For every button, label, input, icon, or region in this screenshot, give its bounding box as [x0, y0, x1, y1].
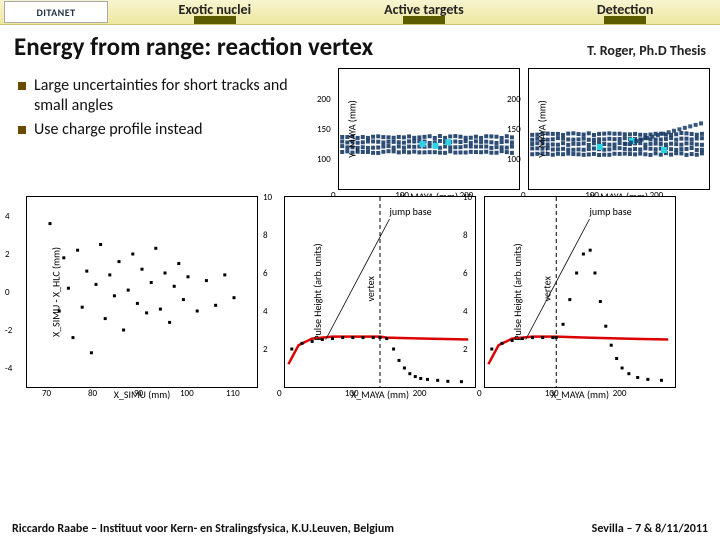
hex2-ylabel: Y_MAYA (mm) — [535, 100, 548, 158]
pulse1-xlabel: X_MAYA (mm) — [351, 388, 409, 401]
bullet-2: Use charge profile instead — [34, 120, 203, 140]
page-title: Energy from range: reaction vertex — [14, 31, 587, 62]
title-row: Energy from range: reaction vertex T. Ro… — [0, 25, 720, 64]
pulse2-ylabel: Pulse Height (arb. units) — [511, 243, 524, 340]
hex-chart-1: Y_MAYA (mm) X_MAYA (mm) 0100200100150200 — [338, 68, 520, 190]
scatter-chart: X_SIMU - X_HLC (mm) X_SIMU (mm) 70809010… — [26, 196, 258, 388]
footer: Riccardo Raabe – Instituut voor Kern- en… — [0, 522, 720, 536]
tab-detection: Detection — [597, 1, 654, 24]
svg-text:vertex: vertex — [364, 276, 377, 302]
hex-chart-2: Y_MAYA (mm) X_MAYA (mm) 0100200100150200 — [528, 68, 710, 190]
bullet-1: Large uncertainties for short tracks and… — [34, 76, 324, 116]
tab-exotic: Exotic nuclei — [179, 1, 252, 24]
svg-text:jump base: jump base — [589, 205, 632, 218]
tab-active: Active targets — [384, 1, 464, 24]
hex1-ylabel: Y_MAYA (mm) — [345, 100, 358, 158]
pulse-chart-1: Pulse Height (arb. units) X_MAYA (mm) ju… — [284, 196, 476, 388]
svg-text:jump base: jump base — [389, 205, 432, 218]
bullet-list: Large uncertainties for short tracks and… — [10, 68, 328, 190]
tabs: Exotic nuclei Active targets Detection — [112, 1, 720, 24]
top-bar: DITANET Exotic nuclei Active targets Det… — [0, 0, 720, 25]
pulse2-xlabel: X_MAYA (mm) — [551, 388, 609, 401]
credit: T. Roger, Ph.D Thesis — [587, 42, 706, 59]
footer-left: Riccardo Raabe – Instituut voor Kern- en… — [12, 522, 394, 536]
pulse1-ylabel: Pulse Height (arb. units) — [311, 243, 324, 340]
logo: DITANET — [4, 1, 108, 23]
footer-right: Sevilla – 7 & 8/11/2011 — [592, 522, 708, 536]
svg-text:vertex: vertex — [540, 276, 553, 302]
pulse-chart-2: Pulse Height (arb. units) X_MAYA (mm) ju… — [484, 196, 676, 388]
scatter-ylabel: X_SIMU - X_HLC (mm) — [49, 247, 62, 337]
